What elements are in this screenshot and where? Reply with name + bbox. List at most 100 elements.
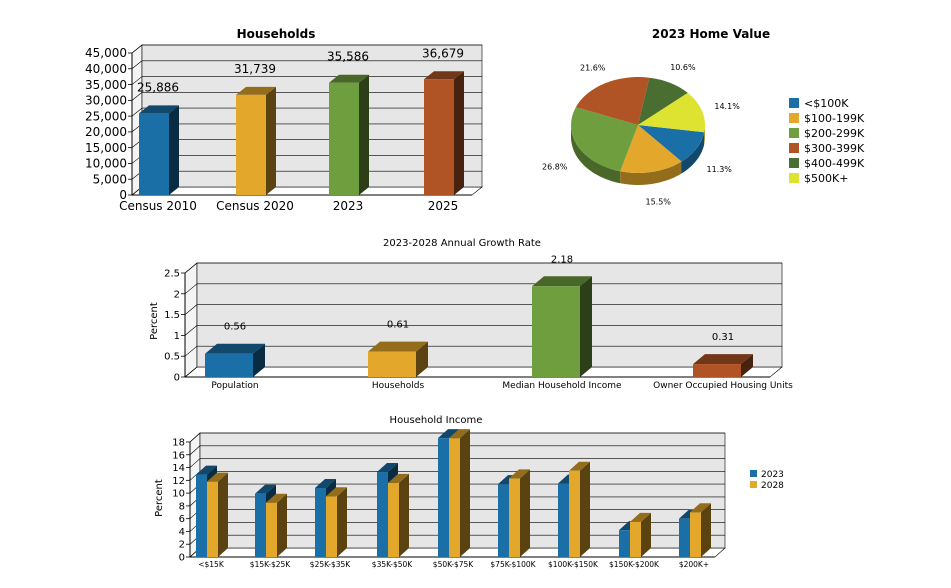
growth-bar-side (741, 354, 753, 377)
legend-swatch (789, 113, 799, 123)
growth-data-label: 0.61 (387, 320, 409, 331)
income-x-tick-label: $200K+ (679, 560, 709, 569)
households-y-tick-label: 40,000 (85, 62, 127, 76)
households-x-tick-label: 2023 (333, 199, 364, 213)
income-bar-2023-top (255, 484, 276, 494)
households-side-gridline (131, 92, 143, 101)
households-bar-front (424, 79, 454, 195)
pie-slice (571, 107, 638, 172)
income-bar-2028-front (690, 512, 701, 557)
pie-percent-label: 14.1% (714, 102, 740, 111)
growth-bar (205, 343, 265, 377)
growth-grid-frame: 0 0.5 1 1.5 2 2.5 (164, 262, 783, 384)
growth-side-gridline (184, 262, 198, 274)
household-income-chart: Household Income Percent 024681012141618… (154, 415, 784, 569)
income-x-tick-label: $150K-$200K (609, 560, 660, 569)
growth-bar-front (205, 353, 253, 377)
income-bar-2028-front (509, 478, 520, 557)
income-bar-2028-side (460, 429, 470, 557)
growth-side-gridline (184, 345, 198, 357)
pie-percent-label: 15.5% (645, 197, 671, 206)
legend-swatch (750, 470, 757, 477)
pie-legend: <$100K $100-199K $200-299K $300-399K $400-49… (789, 97, 865, 185)
households-side-gridline (131, 60, 143, 70)
growth-bar (693, 354, 753, 377)
income-bar-2028 (207, 472, 228, 557)
legend-label: <$100K (804, 97, 849, 110)
legend-label: $400-499K (804, 157, 865, 170)
income-bar-2028 (266, 493, 287, 557)
income-bar-2023-front (196, 474, 207, 557)
pie-percent-label: 21.6% (580, 63, 606, 72)
income-bar-2028-front (449, 438, 460, 557)
households-y-tick-label: 45,000 (85, 46, 127, 60)
household-income-chart-title: Household Income (390, 415, 483, 426)
growth-y-tick-label: 1.5 (164, 310, 180, 321)
households-x-tick-label: Census 2010 (119, 199, 197, 213)
income-y-tick-label: 2 (179, 540, 185, 551)
households-bar-top (424, 71, 464, 80)
households-y-tick-label: 20,000 (85, 125, 127, 139)
growth-side-gridline (184, 304, 198, 315)
income-y-tick-label: 6 (179, 514, 185, 525)
legend-swatch (789, 158, 799, 168)
households-bar (236, 86, 276, 195)
income-x-tick-label: <$15K (198, 560, 225, 569)
income-bar-2023-front (377, 472, 388, 557)
income-bar-2023-front (438, 438, 449, 557)
legend-label: $500K+ (804, 172, 848, 185)
income-bar-2028-front (630, 521, 641, 557)
households-y-tick-label: 35,000 (85, 78, 127, 92)
income-bar-2028-front (207, 481, 218, 557)
income-bar-2028-side (580, 461, 590, 557)
income-x-tick-label: $35K-$50K (372, 560, 413, 569)
households-bar (139, 105, 179, 195)
household-income-y-axis-label: Percent (154, 479, 165, 517)
growth-bar-top (693, 354, 753, 365)
income-side-gridline (189, 432, 201, 443)
growth-bar-front (693, 364, 741, 377)
income-bar-2028-top (630, 512, 651, 522)
households-y-tick-label: 0 (119, 188, 127, 202)
growth-bar-front (368, 351, 416, 377)
income-bar-2028 (690, 503, 711, 557)
income-bar-2028-front (326, 496, 337, 557)
households-bar-top (329, 74, 369, 83)
income-bar-2023-front (619, 530, 630, 557)
growth-back-wall (196, 262, 783, 368)
income-bar-2028 (326, 487, 347, 557)
households-bar-side (266, 86, 276, 195)
income-bar-2028-side (277, 493, 287, 557)
income-x-tick-label: $100K-$150K (548, 560, 599, 569)
households-y-tick-label: 30,000 (85, 94, 127, 108)
income-y-tick-label: 4 (179, 527, 185, 538)
income-bar-2023-top (377, 463, 398, 473)
income-x-tick-label: $15K-$25K (250, 560, 291, 569)
income-bar-2028-side (399, 473, 409, 557)
households-y-tick-label: 15,000 (85, 141, 127, 155)
income-bar-2028 (630, 512, 651, 557)
legend-swatch (789, 143, 799, 153)
growth-x-tick-label: Owner Occupied Housing Units (653, 381, 793, 391)
pie-slice (638, 125, 705, 162)
growth-side-gridline (184, 283, 198, 295)
growth-bar-top (368, 341, 428, 352)
growth-side-gridline (184, 325, 198, 336)
income-x-tick-label: $50K-$75K (433, 560, 474, 569)
pie-slice (620, 125, 682, 174)
households-chart-title: Households (237, 27, 316, 41)
home-value-pie-chart: 2023 Home Value 11.3% 15.5% 26.8% 21.6% 10.6… (542, 27, 865, 206)
growth-bar (368, 341, 428, 377)
income-x-tick-label: $25K-$35K (310, 560, 351, 569)
growth-bar-top (532, 276, 592, 287)
households-data-label: 25,886 (137, 80, 179, 94)
growth-y-tick-label: 1 (174, 331, 180, 342)
legend-swatch (750, 481, 757, 488)
growth-rate-chart-title: 2023-2028 Annual Growth Rate (383, 238, 541, 249)
households-bar-front (329, 82, 359, 195)
income-bar-2028 (388, 473, 409, 557)
households-x-tick-label: 2025 (428, 199, 459, 213)
